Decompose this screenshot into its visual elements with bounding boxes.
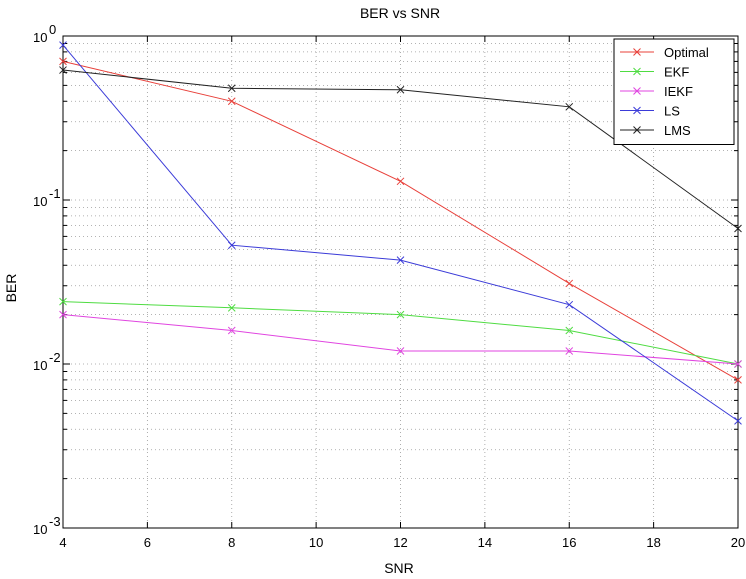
- data-point: [396, 347, 405, 355]
- marker-stroke: [227, 97, 236, 106]
- marker-stroke: [565, 300, 574, 309]
- y-axis-title: BER: [3, 274, 19, 303]
- marker-stroke: [565, 279, 574, 288]
- data-point: [734, 224, 742, 233]
- data-point: [396, 310, 405, 319]
- marker-stroke: [565, 102, 574, 111]
- marker-stroke: [396, 310, 405, 319]
- marker-stroke: [565, 347, 574, 355]
- data-point: [565, 326, 574, 335]
- legend-marker: [633, 87, 641, 95]
- y-tick-label: 10: [33, 358, 47, 373]
- legend-item-ls: LS: [620, 104, 680, 119]
- data-point: [59, 66, 67, 74]
- data-point: [396, 256, 405, 264]
- marker-stroke: [59, 310, 67, 319]
- data-point: [59, 297, 67, 306]
- legend-label: LMS: [664, 123, 691, 138]
- y-tick-label-exponent: -3: [49, 514, 61, 529]
- marker-stroke: [734, 224, 742, 233]
- x-tick-label: 10: [309, 535, 323, 550]
- data-point: [227, 241, 236, 250]
- chart-title: BER vs SNR: [360, 5, 440, 21]
- y-tick-label-exponent: -1: [49, 186, 61, 201]
- x-axis-title: SNR: [384, 560, 414, 576]
- marker-stroke: [59, 57, 67, 66]
- x-tick-label: 6: [144, 535, 151, 550]
- legend-marker: [633, 126, 641, 134]
- data-point: [227, 326, 236, 335]
- series-layer: [59, 41, 742, 425]
- data-point: [396, 177, 405, 186]
- data-point: [565, 300, 574, 309]
- legend-marker: [633, 48, 641, 56]
- legend-item-ekf: EKF: [620, 65, 689, 80]
- legend-item-optimal: Optimal: [620, 45, 709, 60]
- marker-stroke: [734, 417, 742, 425]
- marker-stroke: [734, 376, 742, 384]
- x-tick-label: 16: [562, 535, 576, 550]
- data-point: [565, 347, 574, 355]
- x-tick-label: 8: [228, 535, 235, 550]
- legend-label: EKF: [664, 65, 689, 80]
- y-tick-label: 10: [33, 522, 47, 537]
- legend-label: LS: [664, 104, 680, 119]
- x-tick-label: 18: [646, 535, 660, 550]
- data-point: [734, 360, 742, 368]
- data-point: [734, 417, 742, 425]
- legend: Optimal EKF IEKF LS LMS: [613, 38, 735, 145]
- x-tick-label: 12: [393, 535, 407, 550]
- data-point: [59, 310, 67, 319]
- legend-label: Optimal: [664, 45, 709, 60]
- marker-stroke: [59, 41, 67, 49]
- y-tick-label-exponent: -2: [49, 350, 61, 365]
- series-optimal: [59, 57, 742, 384]
- marker-stroke: [396, 177, 405, 186]
- marker-stroke: [734, 360, 742, 368]
- data-point: [396, 85, 405, 94]
- marker-stroke: [227, 326, 236, 335]
- legend-marker: [633, 106, 641, 115]
- data-point: [59, 57, 67, 66]
- series-lms: [59, 66, 742, 233]
- series-ls: [59, 41, 742, 425]
- series-iekf: [59, 310, 742, 368]
- y-tick-label-exponent: 0: [49, 22, 56, 37]
- x-tick-label: 14: [478, 535, 492, 550]
- x-tick-label: 4: [59, 535, 66, 550]
- marker-stroke: [396, 85, 405, 94]
- data-point: [227, 303, 236, 312]
- data-point: [565, 279, 574, 288]
- legend-item-lms: LMS: [620, 123, 691, 138]
- y-tick-label: 10: [33, 194, 47, 209]
- data-point: [227, 84, 236, 93]
- data-point: [227, 97, 236, 106]
- data-point: [734, 376, 742, 384]
- marker-stroke: [59, 66, 67, 74]
- legend-item-iekf: IEKF: [620, 84, 693, 99]
- legend-marker: [633, 67, 641, 76]
- marker-stroke: [396, 256, 405, 264]
- marker-stroke: [396, 347, 405, 355]
- marker-stroke: [227, 84, 236, 93]
- marker-stroke: [227, 303, 236, 312]
- marker-stroke: [227, 241, 236, 250]
- y-tick-label: 10: [33, 30, 47, 45]
- data-point: [565, 102, 574, 111]
- marker-stroke: [59, 297, 67, 306]
- data-point: [59, 41, 67, 49]
- x-tick-label: 20: [731, 535, 745, 550]
- legend-label: IEKF: [664, 84, 693, 99]
- marker-stroke: [565, 326, 574, 335]
